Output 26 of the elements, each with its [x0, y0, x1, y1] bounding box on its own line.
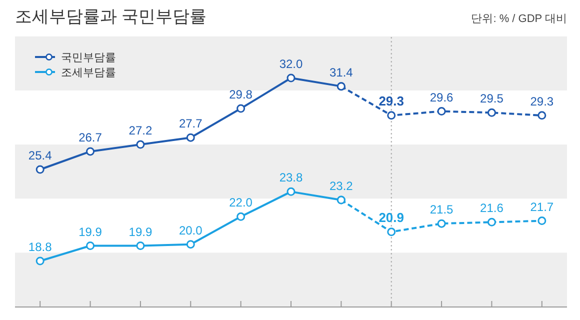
- data-label: 21.6: [480, 201, 504, 216]
- data-label: 20.0: [178, 223, 203, 238]
- data-label: 31.4: [330, 65, 354, 80]
- data-label: 32.0: [279, 57, 303, 71]
- data-label: 19.9: [78, 224, 102, 239]
- legend-label: 조세부담률: [61, 67, 116, 79]
- data-label: 29.3: [530, 94, 554, 108]
- data-label: 25.4: [28, 148, 52, 162]
- data-label: 20.9: [378, 210, 404, 225]
- data-label: 29.5: [480, 92, 504, 106]
- data-label: 19.9: [128, 224, 152, 239]
- data-label: 22.0: [229, 196, 253, 210]
- data-label: 29.6: [430, 90, 454, 104]
- data-label: 23.2: [330, 179, 354, 193]
- data-label: 26.7: [78, 130, 102, 144]
- data-label: 21.7: [530, 200, 554, 214]
- chart-subtitle: 단위: % / GDP 대비: [471, 13, 567, 25]
- data-label: 27.2: [128, 124, 152, 138]
- data-label: 21.5: [430, 202, 454, 217]
- data-label: 23.8: [279, 170, 303, 185]
- legend-label: 국민부담률: [61, 52, 116, 64]
- chart-title: 조세부담률과 국민부담률: [15, 7, 207, 26]
- data-label: 18.8: [28, 240, 52, 254]
- data-label: 29.8: [229, 88, 253, 102]
- data-label: 29.3: [378, 93, 404, 108]
- data-label: 27.7: [178, 116, 203, 131]
